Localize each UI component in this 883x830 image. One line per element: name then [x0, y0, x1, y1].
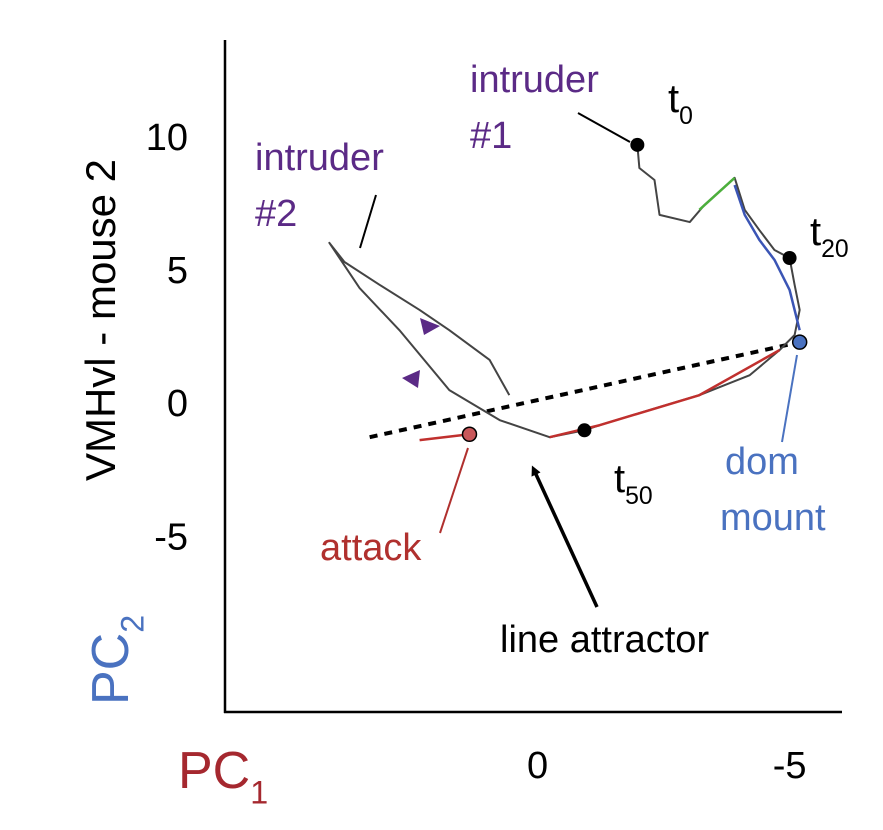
time-label-sub: 0 — [679, 103, 693, 130]
annotation: intruder — [255, 137, 384, 179]
callout — [439, 447, 469, 534]
callout — [781, 354, 798, 443]
time-label: t20 — [810, 210, 849, 263]
line-attractor — [369, 340, 801, 440]
state-point — [461, 426, 478, 443]
trajectory — [698, 176, 736, 211]
y-tick-label: 10 — [146, 117, 188, 159]
direction-arrow — [420, 318, 440, 335]
y-axis-label: VMHvl - mouse 2 — [77, 159, 124, 481]
trajectory — [419, 433, 470, 442]
callout — [577, 112, 631, 143]
state-point — [577, 423, 592, 438]
pc-x-label-sub: 1 — [250, 775, 268, 811]
state-point — [630, 137, 645, 152]
callout — [359, 194, 377, 249]
x-tick-label: -5 — [773, 745, 807, 787]
annotation: dom — [725, 441, 799, 483]
state-point — [782, 251, 797, 266]
pc-y-label: PC2 — [82, 615, 151, 705]
direction-arrow — [402, 370, 420, 388]
time-label: t50 — [614, 457, 653, 510]
annotation: attack — [320, 527, 422, 569]
state-point — [791, 334, 808, 350]
arrow — [531, 465, 599, 608]
annotation: #2 — [255, 193, 297, 235]
time-label-text: t — [668, 77, 679, 121]
pc-y-label-sub: 2 — [115, 615, 151, 633]
annotation: mount — [720, 497, 826, 539]
annotation: line attractor — [500, 619, 709, 661]
pc-y-label-text: PC — [82, 633, 140, 705]
x-tick-label: 0 — [527, 745, 548, 787]
y-tick-label: 0 — [167, 383, 188, 425]
annotation: intruder — [470, 59, 599, 101]
pc-x-label: PC1 — [178, 742, 268, 811]
trajectory — [549, 349, 781, 439]
time-label-text: t — [614, 457, 625, 501]
trajectory — [733, 184, 801, 331]
time-label-text: t — [810, 210, 821, 254]
pc-x-label-text: PC — [178, 742, 250, 800]
time-label-sub: 20 — [821, 236, 849, 263]
y-tick-label: 5 — [167, 250, 188, 292]
annotation: #1 — [470, 115, 512, 157]
plot — [328, 137, 808, 443]
y-tick-label: -5 — [154, 516, 188, 558]
time-label-sub: 50 — [625, 483, 653, 510]
time-label: t0 — [668, 77, 693, 130]
